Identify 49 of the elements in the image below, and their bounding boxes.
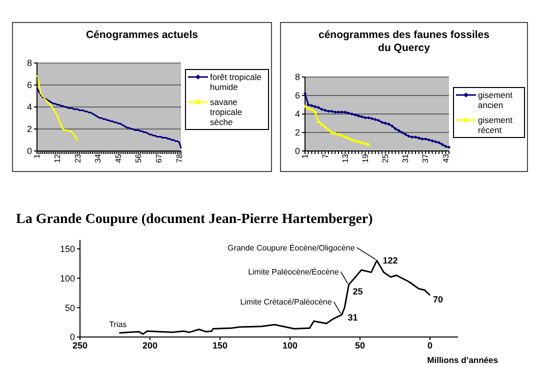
x-tick-label: 1: [32, 153, 42, 158]
y-tick-label: 4: [26, 102, 32, 112]
annotation: Limite Crétacé/Paléocène: [240, 298, 332, 307]
x-tick-label: 12: [52, 153, 62, 163]
y-tick-label: 2: [294, 128, 300, 138]
x-tick-label: 45: [114, 153, 123, 163]
annotation: 70: [433, 294, 444, 304]
x-tick-label: 43: [441, 153, 450, 163]
x-tick-label: 19: [360, 153, 370, 163]
x-tick-label: 25: [381, 153, 390, 163]
annotation: Limite Paléocène/Éocène: [248, 268, 340, 277]
y-tick-label: 2: [26, 124, 32, 134]
x-tick-label: 1: [300, 153, 310, 158]
x-tick-label: 67: [154, 153, 164, 163]
chart-title: Cénogrammes actuels: [84, 29, 200, 42]
x-tick-label: 31: [401, 153, 410, 163]
x-tick-label: 37: [421, 153, 430, 163]
annotation: 31: [348, 312, 358, 323]
x-tick-label: 150: [212, 340, 228, 350]
y-tick-label: 6: [294, 90, 300, 101]
annotation: 25: [352, 286, 363, 297]
chart-title: cénogrammes des faunes fossiles du Quercy: [318, 29, 490, 55]
x-tick-label: 0: [427, 340, 433, 350]
y-tick-label: 150: [60, 244, 75, 254]
x-tick-label: 34: [94, 153, 103, 163]
y-tick-label: 6: [26, 80, 32, 90]
y-tick-label: 0: [70, 332, 75, 342]
x-tick-label: 13: [340, 153, 350, 163]
y-tick-label: 4: [294, 109, 300, 120]
annotation: 122: [382, 256, 398, 266]
legend-label: gisement récent: [478, 115, 514, 135]
x-axis-title: Millions d’années: [427, 355, 498, 365]
x-tick-label: 7: [320, 153, 330, 158]
legend-label: gisement ancien: [478, 90, 514, 110]
y-tick-label: 8: [294, 72, 300, 82]
x-tick-label: 200: [142, 340, 158, 350]
chart-title: La Grande Coupure (document Jean-Pierre Hartemberger): [16, 212, 374, 228]
x-tick-label: 56: [134, 153, 144, 163]
legend-label: savane tropicale sèche: [210, 97, 244, 127]
x-tick-label: 23: [73, 153, 82, 163]
y-tick-label: 50: [64, 302, 75, 313]
y-tick-label: 8: [26, 58, 32, 68]
annotation: Trias: [109, 320, 127, 329]
legend-label: forêt tropicale humide: [210, 72, 262, 92]
x-tick-label: 250: [72, 340, 88, 350]
x-tick-label: 50: [354, 340, 366, 350]
annotation: Grande Coupure Éocène/Oligocène: [228, 244, 356, 253]
y-tick-label: 100: [60, 273, 75, 284]
x-tick-label: 78: [174, 153, 184, 163]
